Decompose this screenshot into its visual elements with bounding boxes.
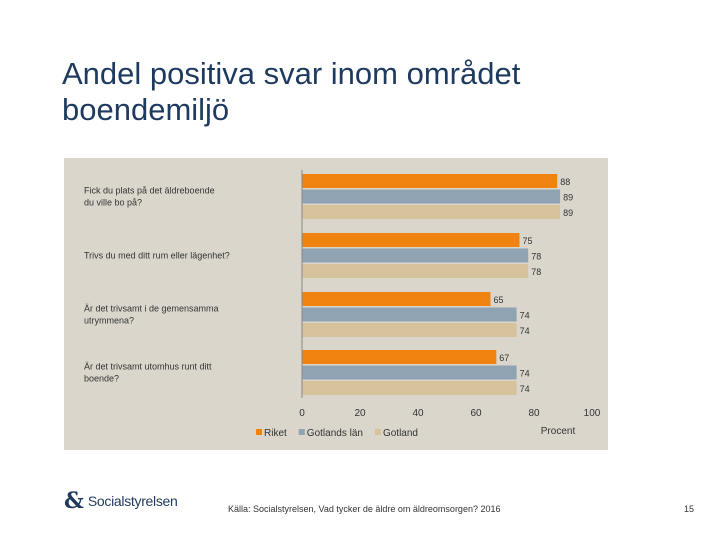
- legend-label: Riket: [264, 428, 287, 439]
- bar-riket: [302, 350, 497, 364]
- bar-gotlands-län: [302, 189, 561, 204]
- category-label: Är det trivsamt i de gemensamma utrymmena…: [84, 304, 219, 326]
- x-tick-label: 40: [412, 408, 424, 419]
- bar-value-label: 78: [531, 267, 541, 277]
- bar-gotland: [302, 264, 529, 278]
- bar-riket: [302, 292, 491, 306]
- bar-value-label: 89: [563, 193, 573, 203]
- x-axis-label: Procent: [541, 426, 576, 437]
- bar-value-label: 89: [563, 208, 573, 218]
- logo-mark-icon: &: [64, 488, 84, 514]
- source-note: Källa: Socialstyrelsen, Vad tycker de äl…: [228, 504, 501, 514]
- bar-value-label: 78: [531, 252, 541, 262]
- page-number: 15: [684, 504, 695, 514]
- bar-value-label: 74: [520, 384, 530, 394]
- bar-gotlands-län: [302, 248, 529, 263]
- bar-riket: [302, 174, 558, 188]
- bar-gotlands-län: [302, 307, 517, 322]
- x-tick-label: 20: [354, 408, 366, 419]
- category-label: Är det trivsamt utomhus runt ditt boende?: [84, 362, 212, 384]
- legend-label: Gotlands län: [307, 428, 363, 439]
- logo-text: Socialstyrelsen: [87, 493, 178, 509]
- bar-gotland: [302, 205, 561, 219]
- x-tick-label: 80: [528, 408, 540, 419]
- x-tick-label: 60: [470, 408, 482, 419]
- bar-gotland: [302, 381, 517, 395]
- bar-value-label: 65: [494, 295, 504, 305]
- legend-swatch: [298, 429, 305, 435]
- slide-title: Andel positiva svar inom området boendem…: [62, 56, 521, 127]
- bar-gotlands-län: [302, 365, 517, 380]
- legend-label: Gotland: [383, 428, 418, 439]
- bar-value-label: 74: [520, 311, 530, 321]
- legend-swatch: [256, 429, 262, 435]
- bar-value-label: 75: [523, 236, 533, 246]
- x-tick-label: 0: [299, 408, 305, 419]
- x-tick-label: 100: [584, 408, 601, 419]
- category-label: Trivs du med ditt rum eller lägenhet?: [84, 251, 230, 261]
- category-label: Fick du plats på det äldreboende du ville…: [84, 186, 215, 208]
- bar-value-label: 74: [520, 326, 530, 336]
- bar-riket: [302, 233, 520, 247]
- bar-value-label: 88: [560, 177, 570, 187]
- bar-gotland: [302, 323, 517, 337]
- legend-swatch: [374, 429, 381, 435]
- socialstyrelsen-logo: & Socialstyrelsen: [64, 488, 178, 514]
- bar-value-label: 74: [520, 369, 530, 379]
- bar-value-label: 67: [499, 353, 509, 363]
